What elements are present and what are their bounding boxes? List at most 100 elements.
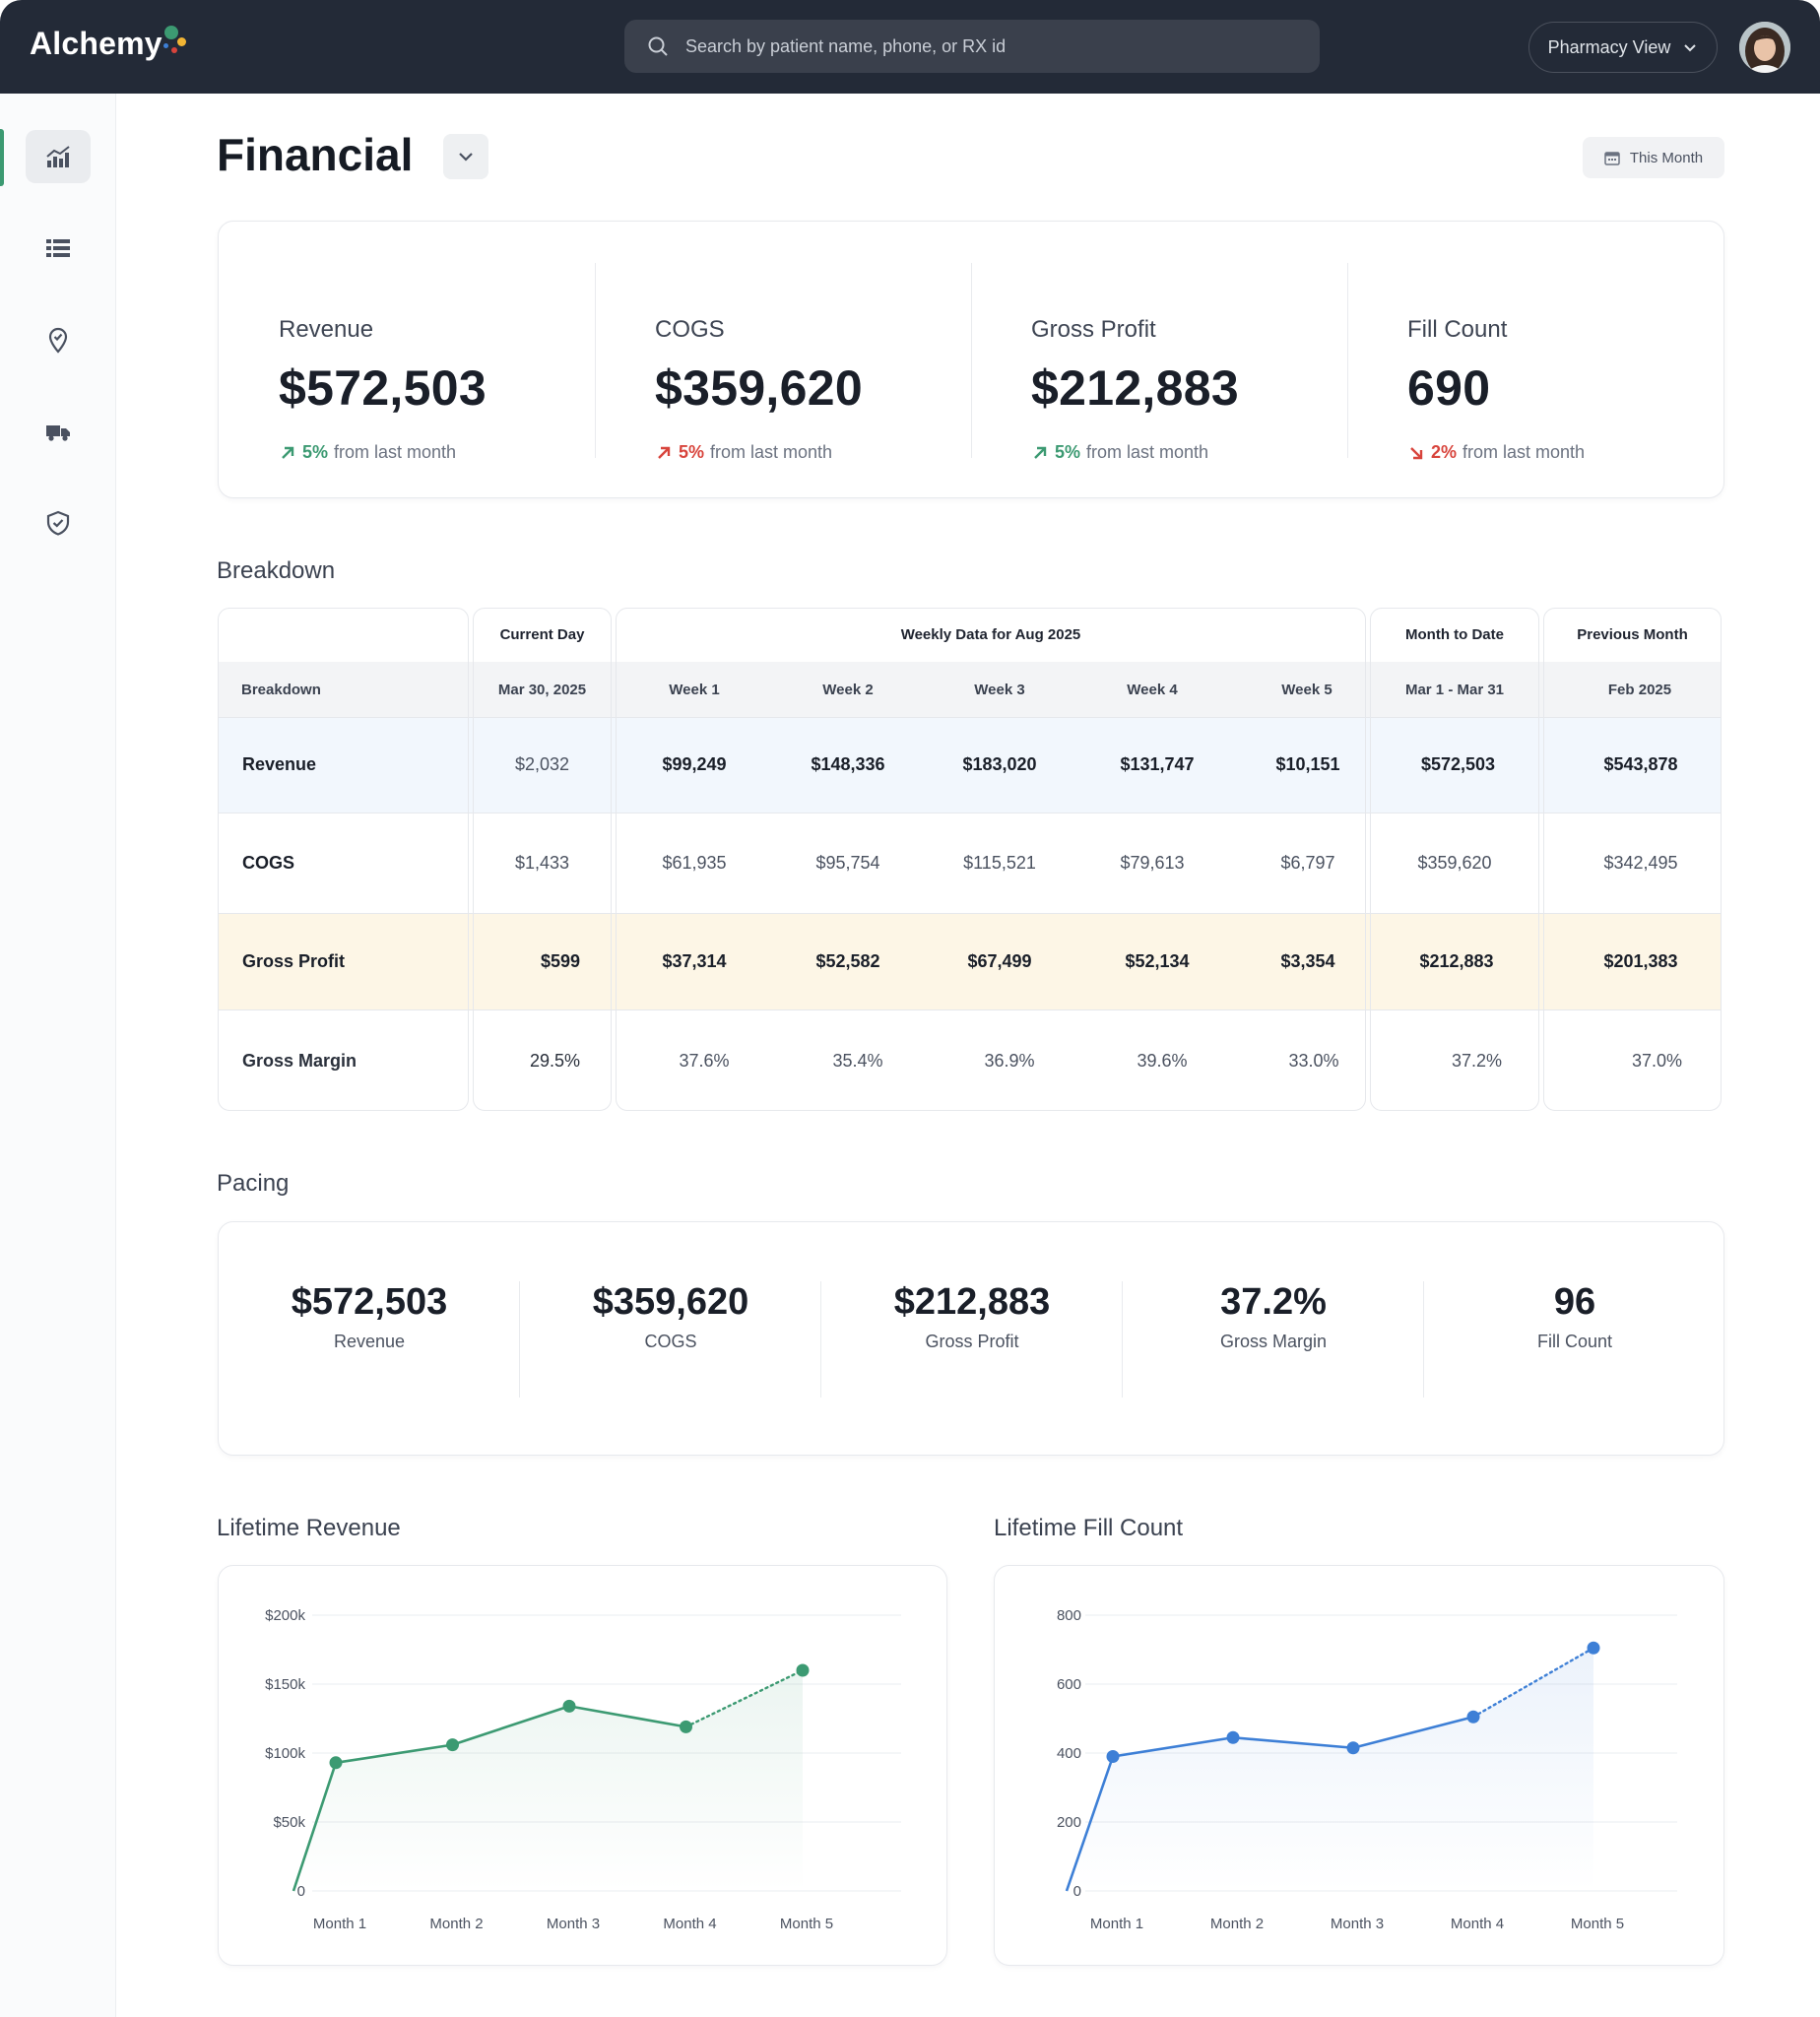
table-cell: $2,032: [514, 754, 570, 774]
table-cell: $37,314: [662, 950, 727, 971]
page-title: Financial: [217, 129, 414, 180]
data-point: [1346, 1741, 1360, 1755]
chart-title-lifetime-revenue: Lifetime Revenue: [217, 1515, 401, 1541]
kpi-value: 690: [1407, 360, 1491, 416]
kpi-divider: [971, 263, 972, 458]
search-bar[interactable]: [624, 20, 1320, 73]
y-tick-label: $100k: [265, 1745, 305, 1762]
subheader-breakdown: Breakdown: [241, 681, 321, 698]
pacing-label: Gross Margin: [1219, 1332, 1328, 1351]
pacing-value: $359,620: [592, 1281, 749, 1323]
row-label-gross-margin: Gross Margin: [242, 1050, 358, 1071]
series-projection-line: [1471, 1647, 1595, 1719]
pacing-divider: [1122, 1281, 1123, 1398]
table-cell: 37.6%: [679, 1050, 730, 1071]
table-cell: $61,935: [662, 853, 727, 873]
table-cell: $52,582: [815, 950, 880, 971]
kpi-value: $212,883: [1031, 360, 1239, 416]
sidebar-item-list[interactable]: [26, 222, 91, 275]
header-mtd: Month to Date: [1405, 626, 1504, 643]
arrow-up-right-icon: [658, 446, 671, 459]
kpi-change: 2% from last month: [1407, 442, 1585, 463]
y-tick-label: 400: [1057, 1745, 1081, 1762]
pacing-label: COGS: [644, 1332, 697, 1351]
table-cell: 33.0%: [1288, 1050, 1339, 1071]
x-tick-label: Month 1: [1090, 1916, 1143, 1932]
row-divider: [218, 1009, 1722, 1010]
table-cell: 29.5%: [529, 1050, 580, 1071]
table-cell: 37.2%: [1451, 1050, 1502, 1071]
header-current-day: Current Day: [499, 626, 585, 643]
subheader-week-2: Week 2: [822, 681, 874, 698]
data-point: [446, 1738, 459, 1752]
kpi-change-value: 2%: [1431, 442, 1458, 462]
table-cell: $1,433: [514, 853, 570, 873]
pacing-divider: [820, 1281, 821, 1398]
table-cell: $359,620: [1417, 853, 1492, 873]
brand-dots-icon: [162, 26, 192, 63]
table-cell: $599: [540, 950, 580, 971]
pacing-gross-profit: $212,883 Gross Profit: [821, 1281, 1123, 1352]
pacing-cogs: $359,620 COGS: [520, 1281, 821, 1352]
sidebar: [0, 94, 116, 2017]
y-tick-label: 600: [1057, 1676, 1081, 1693]
data-point: [1587, 1641, 1600, 1655]
kpi-label: Fill Count: [1407, 316, 1508, 343]
date-range-button[interactable]: This Month: [1583, 137, 1724, 178]
kpi-change: 5% from last month: [279, 442, 456, 463]
table-cell: $572,503: [1420, 754, 1496, 774]
table-cell: $95,754: [815, 853, 880, 873]
subheader-week-1: Week 1: [669, 681, 720, 698]
table-cell: 39.6%: [1137, 1050, 1188, 1071]
header-weekly: Weekly Data for Aug 2025: [900, 626, 1081, 643]
kpi-gross-profit: Gross Profit $212,883 5% from last month: [971, 261, 1347, 462]
table-cell: $212,883: [1419, 950, 1494, 971]
truck-icon: [46, 425, 70, 441]
sidebar-item-location[interactable]: [26, 313, 91, 366]
pharmacy-view-select[interactable]: Pharmacy View: [1528, 22, 1718, 73]
kpi-cogs: COGS $359,620 5% from last month: [595, 261, 971, 462]
search-input[interactable]: [685, 35, 1276, 57]
sidebar-item-analytics[interactable]: [26, 130, 91, 183]
kpi-change: 5% from last month: [1031, 442, 1208, 463]
user-avatar[interactable]: [1739, 22, 1790, 73]
page-title-dropdown[interactable]: [443, 134, 488, 179]
series-area: [1067, 1648, 1593, 1891]
pacing-title: Pacing: [217, 1170, 290, 1197]
kpi-fill-count: Fill Count 690 2% from last month: [1347, 261, 1723, 462]
arrow-up-right-icon: [282, 446, 294, 459]
header-previous-month: Previous Month: [1577, 626, 1688, 643]
kpi-change-value: 5%: [679, 442, 705, 462]
table-cell: 37.0%: [1631, 1050, 1682, 1071]
series-projection-line: [684, 1668, 805, 1728]
kpi-change-suffix: from last month: [1086, 442, 1209, 462]
pacing-divider: [1423, 1281, 1424, 1398]
column-group-weekly: [616, 608, 1366, 1111]
sidebar-item-compliance[interactable]: [26, 496, 91, 550]
table-cell: $148,336: [811, 754, 885, 774]
kpi-divider: [1347, 263, 1348, 458]
sidebar-item-delivery[interactable]: [26, 405, 91, 458]
table-cell: $79,613: [1120, 853, 1185, 873]
x-tick-label: Month 5: [1571, 1916, 1624, 1932]
lifetime-revenue-chart: 0 $50k $100k $150k $200k Month 1 Month 2 Month …: [265, 1607, 901, 1932]
kpi-label: COGS: [655, 316, 725, 343]
row-label-gross-profit: Gross Profit: [242, 950, 346, 971]
kpi-divider: [595, 263, 596, 458]
table-cell: $99,249: [662, 754, 727, 774]
subheader-previous: Feb 2025: [1607, 681, 1672, 698]
brand-logo[interactable]: Alchemy: [30, 26, 192, 63]
kpi-value: $572,503: [279, 360, 487, 416]
arrow-up-right-icon: [1034, 446, 1047, 459]
pacing-label: Gross Profit: [925, 1332, 1019, 1351]
kpi-label: Gross Profit: [1031, 316, 1156, 343]
lifetime-fill-count-chart-card: 0 200 400 600 800 Month 1 Month 2 Month 3 Month …: [994, 1565, 1724, 1966]
lifetime-fill-count-chart: 0 200 400 600 800 Month 1 Month 2 Month 3 Month …: [1057, 1607, 1677, 1932]
pharmacy-view-label: Pharmacy View: [1547, 36, 1671, 57]
x-tick-label: Month 1: [313, 1916, 366, 1932]
chart-icon: [46, 146, 70, 167]
y-tick-label: $50k: [273, 1814, 305, 1831]
x-tick-label: Month 5: [780, 1916, 833, 1932]
y-tick-label: 200: [1057, 1814, 1081, 1831]
kpi-change-suffix: from last month: [710, 442, 833, 462]
